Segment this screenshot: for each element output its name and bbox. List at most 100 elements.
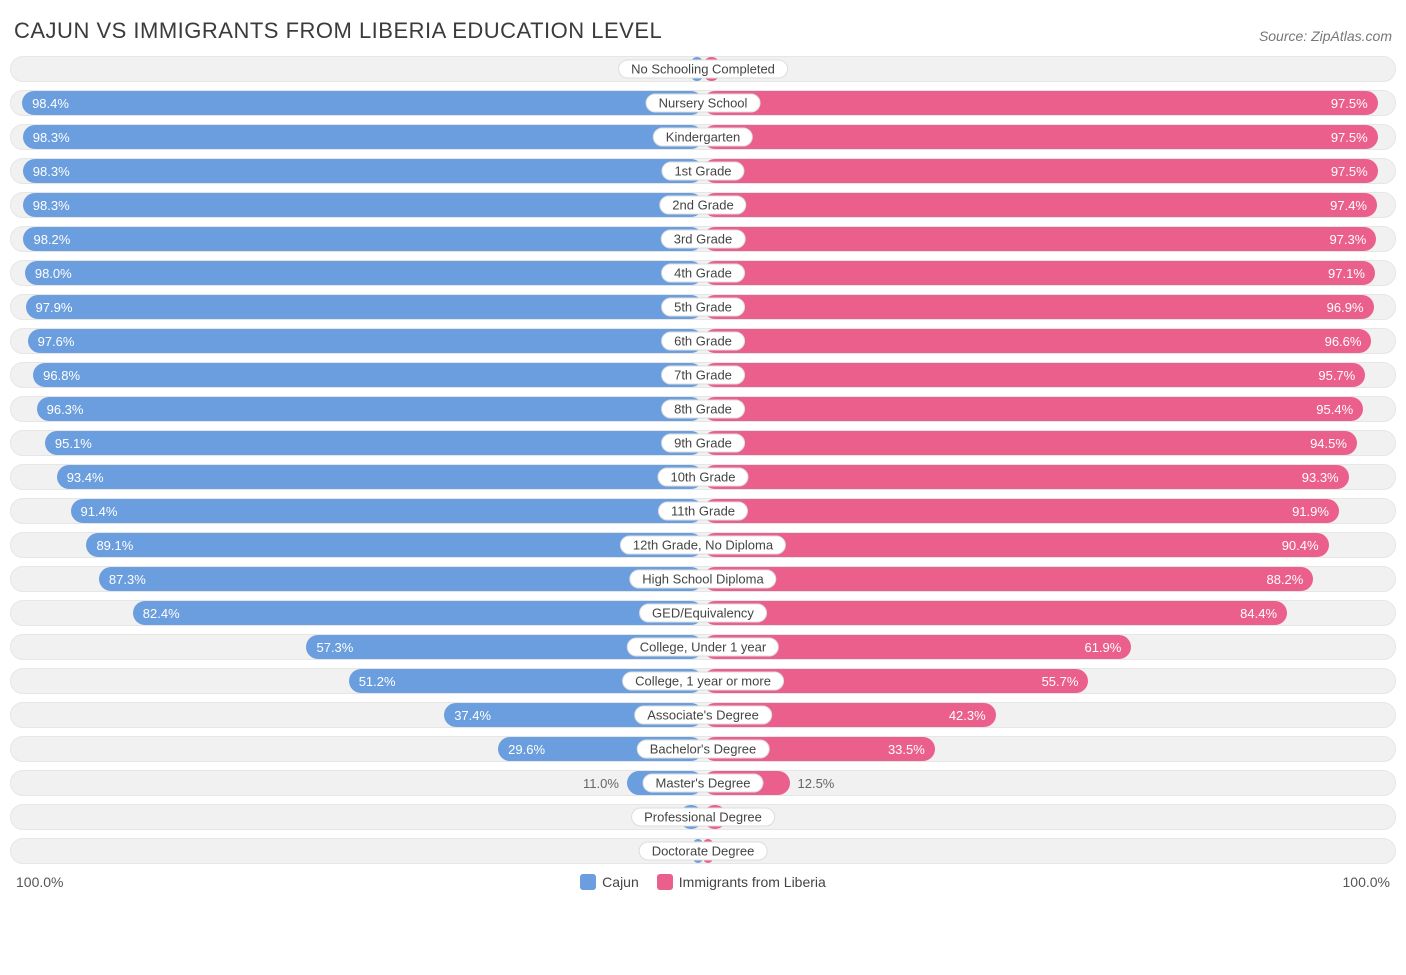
category-label: 10th Grade <box>657 468 748 487</box>
pct-right: 33.5% <box>888 742 925 757</box>
category-label: Bachelor's Degree <box>637 740 770 759</box>
category-label: 9th Grade <box>661 434 745 453</box>
bar-left: 98.0% <box>25 261 703 285</box>
pct-left: 95.1% <box>55 436 92 451</box>
axis-left-max: 100.0% <box>16 874 63 890</box>
category-label: Doctorate Degree <box>639 842 768 861</box>
pct-left: 98.2% <box>33 232 70 247</box>
pct-left: 96.3% <box>47 402 84 417</box>
category-label: Nursery School <box>646 94 761 113</box>
legend: Cajun Immigrants from Liberia <box>580 874 826 890</box>
bar-right: 97.4% <box>703 193 1377 217</box>
chart-row: 93.4%93.3%10th Grade <box>10 464 1396 490</box>
category-label: College, Under 1 year <box>627 638 779 657</box>
pct-right: 42.3% <box>949 708 986 723</box>
category-label: 6th Grade <box>661 332 745 351</box>
chart-title: CAJUN VS IMMIGRANTS FROM LIBERIA EDUCATI… <box>14 18 662 44</box>
pct-right: 97.5% <box>1331 96 1368 111</box>
bar-right: 90.4% <box>703 533 1329 557</box>
pct-right: 88.2% <box>1266 572 1303 587</box>
bar-right: 96.6% <box>703 329 1371 353</box>
bar-left: 87.3% <box>99 567 703 591</box>
bar-left: 91.4% <box>71 499 703 523</box>
category-label: 1st Grade <box>661 162 744 181</box>
category-label: Associate's Degree <box>634 706 772 725</box>
pct-left: 98.0% <box>35 266 72 281</box>
chart-row: 96.8%95.7%7th Grade <box>10 362 1396 388</box>
pct-left: 97.6% <box>38 334 75 349</box>
category-label: 5th Grade <box>661 298 745 317</box>
pct-left: 98.3% <box>33 130 70 145</box>
chart-row: 1.5%1.5%Doctorate Degree <box>10 838 1396 864</box>
chart-row: 11.0% 12.5% Master's Degree <box>10 770 1396 796</box>
bar-left: 97.6% <box>28 329 703 353</box>
category-label: Kindergarten <box>653 128 753 147</box>
pct-right: 91.9% <box>1292 504 1329 519</box>
chart-row: 98.3% 97.4% 2nd Grade <box>10 192 1396 218</box>
chart-row: 29.6% 33.5% Bachelor's Degree <box>10 736 1396 762</box>
pct-right: 97.1% <box>1328 266 1365 281</box>
bar-right: 97.5% <box>703 159 1378 183</box>
chart-row: 91.4% 91.9% 11th Grade <box>10 498 1396 524</box>
pct-right: 97.5% <box>1331 130 1368 145</box>
bar-right: 97.3% <box>703 227 1376 251</box>
category-label: 12th Grade, No Diploma <box>620 536 786 555</box>
category-label: Master's Degree <box>643 774 764 793</box>
pct-left: 37.4% <box>454 708 491 723</box>
category-label: 11th Grade <box>658 502 748 521</box>
chart-header: CAJUN VS IMMIGRANTS FROM LIBERIA EDUCATI… <box>10 10 1396 56</box>
legend-swatch-left <box>580 874 596 890</box>
chart-row: 51.2%55.7%College, 1 year or more <box>10 668 1396 694</box>
bar-right: 84.4% <box>703 601 1287 625</box>
source-prefix: Source: <box>1259 28 1307 44</box>
pct-right: 12.5% <box>790 771 835 795</box>
pct-right: 97.3% <box>1329 232 1366 247</box>
source-name: ZipAtlas.com <box>1311 28 1392 44</box>
category-label: 2nd Grade <box>659 196 746 215</box>
pct-right: 96.6% <box>1325 334 1362 349</box>
pct-left: 57.3% <box>316 640 353 655</box>
chart-row: 95.1% 94.5%9th Grade <box>10 430 1396 456</box>
bar-right: 95.7% <box>703 363 1365 387</box>
category-label: 4th Grade <box>661 264 745 283</box>
legend-label-left: Cajun <box>602 874 639 890</box>
pct-left: 29.6% <box>508 742 545 757</box>
pct-right: 90.4% <box>1282 538 1319 553</box>
chart-row: 87.3%88.2%High School Diploma <box>10 566 1396 592</box>
pct-right: 97.4% <box>1330 198 1367 213</box>
bar-right: 97.1% <box>703 261 1375 285</box>
bar-left: 96.3% <box>37 397 703 421</box>
chart-row: 98.3% 97.5% Kindergarten <box>10 124 1396 150</box>
chart-footer: 100.0% Cajun Immigrants from Liberia 100… <box>10 872 1396 890</box>
chart-row: 82.4%84.4%GED/Equivalency <box>10 600 1396 626</box>
bar-left: 97.9% <box>26 295 703 319</box>
category-label: No Schooling Completed <box>618 60 788 79</box>
pct-left: 98.3% <box>33 198 70 213</box>
chart-row: 96.3%95.4%8th Grade <box>10 396 1396 422</box>
pct-left: 91.4% <box>81 504 118 519</box>
bar-right: 94.5% <box>703 431 1357 455</box>
chart-row: 97.9%96.9%5th Grade <box>10 294 1396 320</box>
legend-item-left: Cajun <box>580 874 639 890</box>
bar-right: 88.2% <box>703 567 1313 591</box>
axis-right-max: 100.0% <box>1343 874 1390 890</box>
pct-left: 11.0% <box>583 771 627 795</box>
category-label: College, 1 year or more <box>622 672 784 691</box>
bar-right: 91.9% <box>703 499 1339 523</box>
pct-left: 93.4% <box>67 470 104 485</box>
chart-row: 89.1%90.4%12th Grade, No Diploma <box>10 532 1396 558</box>
chart-row: 98.3%97.5%1st Grade <box>10 158 1396 184</box>
diverging-bar-chart: 1.7%2.5%No Schooling Completed98.4%97.5%… <box>10 56 1396 864</box>
legend-item-right: Immigrants from Liberia <box>657 874 826 890</box>
pct-right: 61.9% <box>1084 640 1121 655</box>
bar-left: 82.4% <box>133 601 703 625</box>
pct-left: 87.3% <box>109 572 146 587</box>
chart-row: 98.0% 97.1% 4th Grade <box>10 260 1396 286</box>
bar-right: 95.4% <box>703 397 1363 421</box>
bar-left: 98.3% <box>23 193 703 217</box>
chart-row: 37.4% 42.3% Associate's Degree <box>10 702 1396 728</box>
chart-row: 98.4%97.5%Nursery School <box>10 90 1396 116</box>
bar-left: 95.1% <box>45 431 703 455</box>
legend-label-right: Immigrants from Liberia <box>679 874 826 890</box>
bar-right: 97.5% <box>703 125 1378 149</box>
